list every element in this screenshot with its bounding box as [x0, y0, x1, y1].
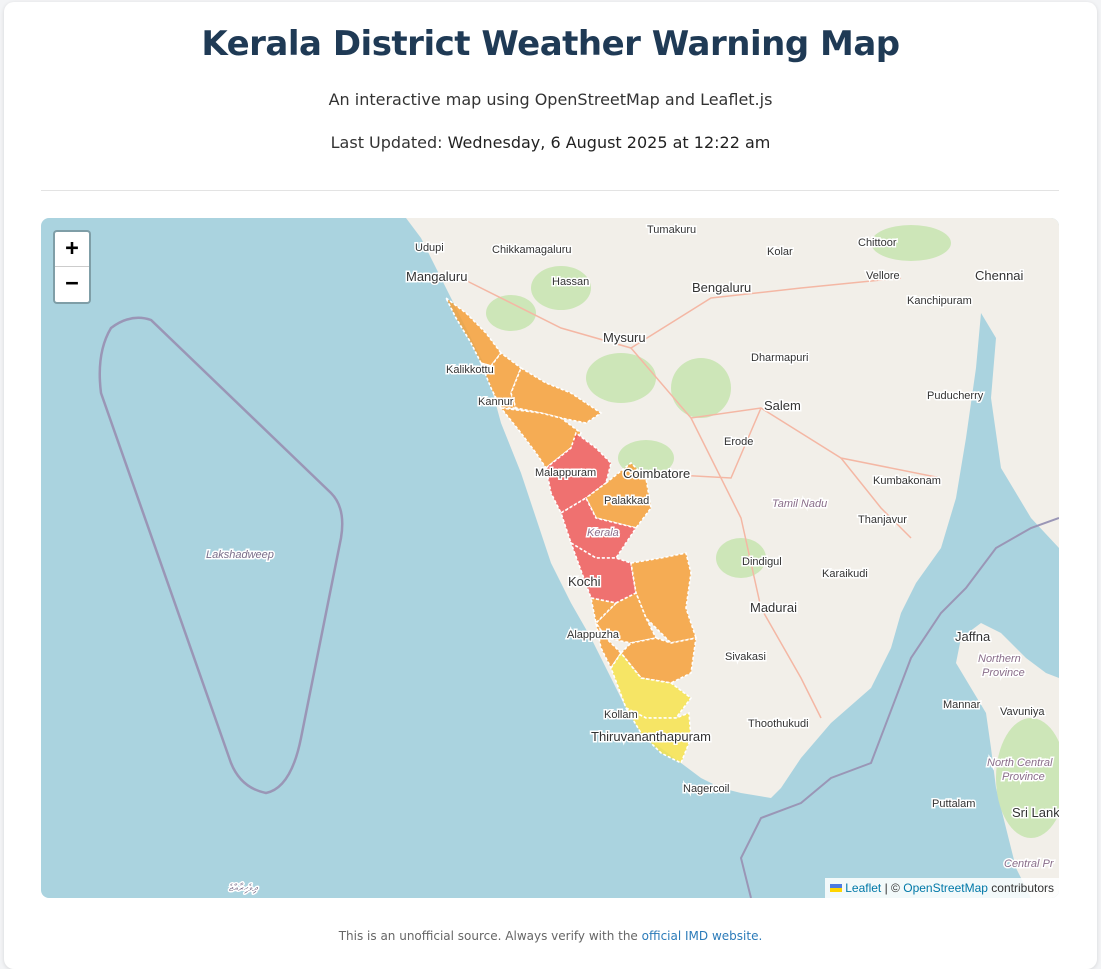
last-updated: Last Updated: Wednesday, 6 August 2025 a…: [0, 133, 1101, 152]
last-updated-value: Wednesday, 6 August 2025 at 12:22 am: [447, 133, 771, 152]
label-hassan: Hassan: [552, 276, 589, 288]
label-kalikkottu: Kalikkottu: [446, 364, 494, 376]
label-salem: Salem: [764, 398, 801, 413]
label-kannur: Kannur: [478, 396, 514, 408]
zoom-control: + −: [53, 230, 91, 304]
label-mannar: Mannar: [943, 699, 981, 711]
label-maldives: ދިވެހިރާއްޖެ: [229, 883, 258, 894]
label-sri-lanka: Sri Lanka: [1012, 805, 1059, 820]
label-karaikudi: Karaikudi: [822, 568, 868, 580]
imd-website-link[interactable]: official IMD website.: [641, 929, 763, 943]
last-updated-label: Last Updated:: [330, 133, 443, 152]
page-title: Kerala District Weather Warning Map: [201, 24, 900, 64]
label-jaffna: Jaffna: [955, 629, 991, 644]
label-alappuzha: Alappuzha: [567, 629, 620, 641]
label-sivakasi: Sivakasi: [725, 651, 766, 663]
land-india: [406, 218, 1059, 798]
label-puducherry: Puducherry: [927, 390, 984, 402]
district-malappuram[interactable]: [545, 431, 612, 515]
label-tamil-nadu: Tamil Nadu: [772, 498, 827, 510]
ukraine-flag-icon: [830, 883, 843, 892]
label-chikkamagaluru: Chikkamagaluru: [492, 244, 571, 256]
map-canvas[interactable]: Udupi Chikkamagaluru Tumakuru Chittoor K…: [41, 218, 1059, 898]
label-vavuniya: Vavuniya: [1000, 706, 1045, 718]
label-madurai: Madurai: [750, 600, 797, 615]
kerala-districts: [445, 297, 698, 765]
label-bengaluru: Bengaluru: [692, 280, 751, 295]
leaflet-link[interactable]: Leaflet: [845, 881, 882, 895]
zoom-out-button[interactable]: −: [65, 271, 79, 296]
footer-disclaimer: This is an unofficial source. Always ver…: [0, 929, 1101, 943]
label-erode: Erode: [724, 436, 753, 448]
district-wayanad[interactable]: [510, 366, 603, 424]
district-kasaragod[interactable]: [445, 297, 503, 367]
footer-text: This is an unofficial source. Always ver…: [338, 929, 638, 943]
district-kozhikode[interactable]: [499, 406, 583, 470]
label-chittoor: Chittoor: [858, 237, 897, 249]
map-attribution: Leaflet | © OpenStreetMap contributors: [825, 878, 1059, 898]
label-thanjavur: Thanjavur: [858, 514, 907, 526]
label-kochi: Kochi: [568, 574, 601, 589]
label-mangaluru: Mangaluru: [406, 269, 467, 284]
openstreetmap-link[interactable]: OpenStreetMap: [903, 881, 988, 895]
label-malappuram: Malappuram: [535, 467, 596, 479]
district-palakkad[interactable]: [584, 461, 652, 529]
label-kollam: Kollam: [604, 709, 638, 721]
label-kerala: Kerala: [587, 527, 619, 539]
maritime-boundary: [739, 517, 1059, 898]
divider: [41, 190, 1059, 191]
label-north-central-province: North Central Province: [987, 757, 1053, 783]
label-lakshadweep: Lakshadweep: [206, 549, 274, 561]
roads: [460, 277, 942, 719]
attribution-separator: | ©: [884, 881, 900, 895]
label-kumbakonam: Kumbakonam: [873, 475, 941, 487]
district-thiruvananthapuram[interactable]: [623, 706, 692, 765]
weather-map[interactable]: Udupi Chikkamagaluru Tumakuru Chittoor K…: [41, 218, 1059, 898]
label-kanchipuram: Kanchipuram: [907, 295, 972, 307]
district-thrissur[interactable]: [560, 496, 638, 559]
label-mysuru: Mysuru: [603, 330, 646, 345]
label-northern-province: Northern Province: [978, 653, 1025, 679]
zoom-in-button[interactable]: +: [55, 232, 89, 267]
label-udupi: Udupi: [415, 242, 444, 254]
label-central-province: Central Pr: [1004, 858, 1055, 870]
label-dindigul: Dindigul: [742, 556, 782, 568]
label-thoothukudi: Thoothukudi: [748, 718, 809, 730]
page-subtitle: An interactive map using OpenStreetMap a…: [328, 90, 773, 109]
label-dharmapuri: Dharmapuri: [751, 352, 808, 364]
label-kolar: Kolar: [767, 246, 793, 258]
label-palakkad: Palakkad: [604, 495, 649, 507]
district-pathanamthitta[interactable]: [619, 636, 697, 684]
label-chennai: Chennai: [975, 268, 1024, 283]
label-coimbatore: Coimbatore: [623, 466, 690, 481]
attribution-contributors: contributors: [991, 881, 1054, 895]
label-tumakuru: Tumakuru: [647, 224, 696, 236]
label-puttalam: Puttalam: [932, 798, 975, 810]
lakshadweep-boundary: [98, 316, 344, 795]
place-labels: Udupi Chikkamagaluru Tumakuru Chittoor K…: [205, 223, 1060, 896]
label-nagercoil: Nagercoil: [683, 783, 729, 795]
label-thiruvananthapuram: Thiruvananthapuram: [591, 729, 711, 744]
district-alappuzha[interactable]: [589, 596, 623, 670]
forest-areas: [486, 225, 1059, 838]
label-vellore: Vellore: [866, 270, 900, 282]
